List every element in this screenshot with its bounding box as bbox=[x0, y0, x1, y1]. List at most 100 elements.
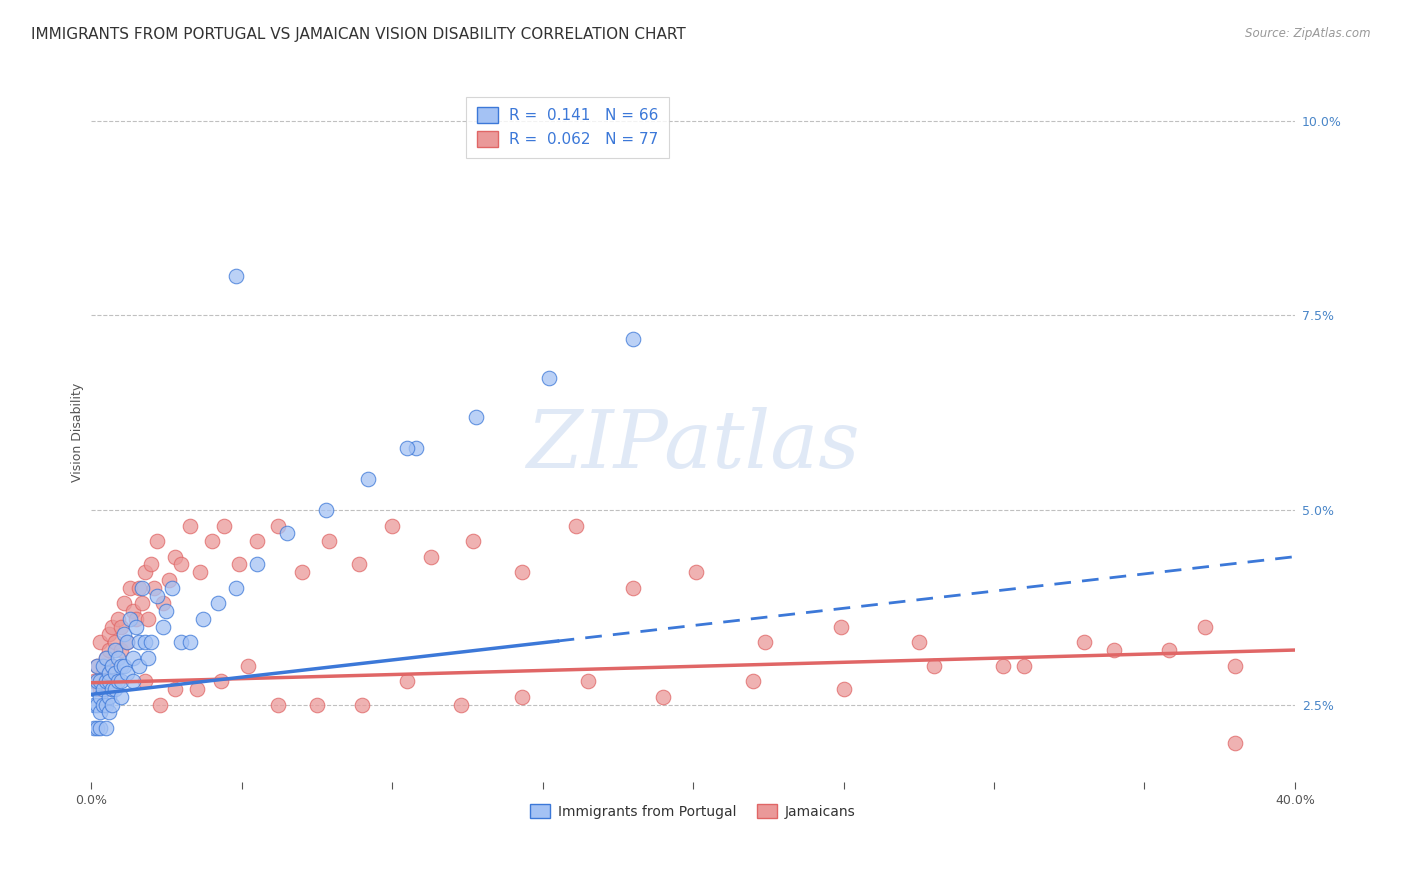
Point bbox=[128, 635, 150, 649]
Point bbox=[207, 596, 229, 610]
Point bbox=[621, 581, 644, 595]
Point bbox=[165, 681, 187, 696]
Point bbox=[576, 674, 599, 689]
Point bbox=[381, 518, 404, 533]
Point bbox=[107, 650, 129, 665]
Point bbox=[1104, 643, 1126, 657]
Point bbox=[146, 589, 169, 603]
Point bbox=[754, 635, 776, 649]
Point bbox=[162, 581, 184, 595]
Point bbox=[212, 518, 235, 533]
Point bbox=[107, 674, 129, 689]
Point bbox=[186, 681, 208, 696]
Point bbox=[125, 620, 148, 634]
Point bbox=[209, 674, 232, 689]
Point bbox=[179, 518, 201, 533]
Point bbox=[83, 721, 105, 735]
Point bbox=[120, 612, 142, 626]
Point bbox=[267, 518, 290, 533]
Point bbox=[86, 674, 108, 689]
Point bbox=[96, 650, 118, 665]
Point bbox=[347, 558, 370, 572]
Point bbox=[228, 558, 250, 572]
Point bbox=[143, 581, 166, 595]
Point bbox=[305, 698, 328, 712]
Point bbox=[463, 534, 485, 549]
Point bbox=[246, 534, 269, 549]
Point bbox=[117, 635, 139, 649]
Point bbox=[1194, 620, 1216, 634]
Point bbox=[276, 526, 298, 541]
Point bbox=[107, 612, 129, 626]
Text: ZIPatlas: ZIPatlas bbox=[526, 408, 860, 485]
Point bbox=[1073, 635, 1095, 649]
Point bbox=[396, 674, 419, 689]
Point bbox=[101, 658, 124, 673]
Point bbox=[86, 721, 108, 735]
Text: IMMIGRANTS FROM PORTUGAL VS JAMAICAN VISION DISABILITY CORRELATION CHART: IMMIGRANTS FROM PORTUGAL VS JAMAICAN VIS… bbox=[31, 27, 686, 42]
Point bbox=[1157, 643, 1180, 657]
Point bbox=[96, 674, 118, 689]
Point bbox=[396, 441, 419, 455]
Point bbox=[98, 627, 121, 641]
Point bbox=[128, 658, 150, 673]
Point bbox=[138, 612, 160, 626]
Point bbox=[991, 658, 1014, 673]
Point bbox=[138, 650, 160, 665]
Point bbox=[96, 721, 118, 735]
Point bbox=[101, 681, 124, 696]
Point bbox=[101, 658, 124, 673]
Point bbox=[98, 643, 121, 657]
Point bbox=[86, 658, 108, 673]
Point bbox=[96, 681, 118, 696]
Point bbox=[89, 690, 111, 704]
Point bbox=[110, 674, 132, 689]
Point bbox=[742, 674, 765, 689]
Point bbox=[134, 565, 156, 579]
Point bbox=[152, 596, 174, 610]
Point bbox=[104, 635, 127, 649]
Point bbox=[621, 332, 644, 346]
Point bbox=[1223, 736, 1246, 750]
Point bbox=[122, 604, 145, 618]
Point bbox=[89, 674, 111, 689]
Point bbox=[110, 658, 132, 673]
Point bbox=[170, 635, 193, 649]
Point bbox=[131, 596, 153, 610]
Point bbox=[110, 690, 132, 704]
Point bbox=[159, 573, 181, 587]
Point bbox=[465, 409, 488, 424]
Point bbox=[101, 698, 124, 712]
Point bbox=[122, 650, 145, 665]
Point bbox=[564, 518, 586, 533]
Point bbox=[104, 666, 127, 681]
Point bbox=[420, 549, 443, 564]
Point bbox=[120, 581, 142, 595]
Point bbox=[104, 674, 127, 689]
Point bbox=[246, 558, 269, 572]
Point bbox=[537, 370, 560, 384]
Point bbox=[122, 674, 145, 689]
Point bbox=[652, 690, 675, 704]
Point bbox=[1012, 658, 1035, 673]
Point bbox=[125, 612, 148, 626]
Text: Source: ZipAtlas.com: Source: ZipAtlas.com bbox=[1246, 27, 1371, 40]
Point bbox=[98, 690, 121, 704]
Point bbox=[91, 698, 114, 712]
Point bbox=[112, 627, 135, 641]
Point bbox=[98, 674, 121, 689]
Point bbox=[117, 666, 139, 681]
Point bbox=[291, 565, 314, 579]
Point bbox=[225, 269, 247, 284]
Y-axis label: Vision Disability: Vision Disability bbox=[72, 383, 84, 482]
Point bbox=[685, 565, 707, 579]
Point bbox=[131, 581, 153, 595]
Point bbox=[83, 674, 105, 689]
Point bbox=[134, 674, 156, 689]
Point bbox=[357, 472, 380, 486]
Point bbox=[141, 635, 163, 649]
Point bbox=[832, 681, 855, 696]
Point bbox=[225, 581, 247, 595]
Point bbox=[830, 620, 852, 634]
Point bbox=[149, 698, 172, 712]
